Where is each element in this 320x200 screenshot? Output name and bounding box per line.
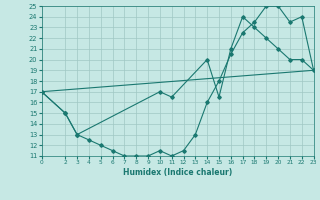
X-axis label: Humidex (Indice chaleur): Humidex (Indice chaleur) (123, 168, 232, 177)
